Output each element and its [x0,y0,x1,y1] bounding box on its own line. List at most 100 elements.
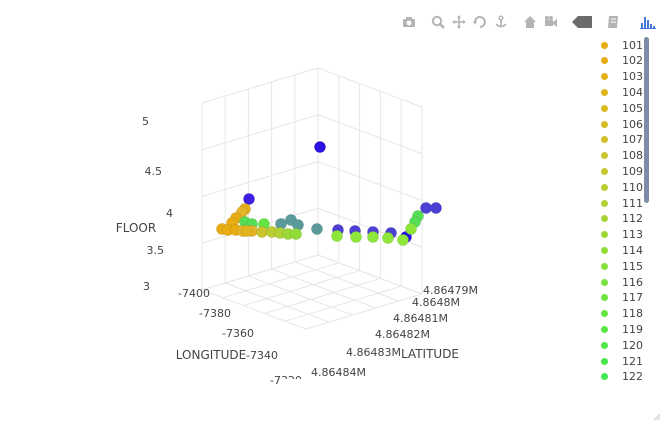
resize-handle-icon[interactable] [653,413,661,421]
data-point [397,234,409,246]
latitude-tick-label: 4.86481M [393,312,448,325]
data-point [331,230,343,242]
legend-item[interactable]: 122 [596,369,643,381]
legend-marker [601,278,608,286]
turntable-rotation-icon[interactable] [492,13,510,31]
legend-item[interactable]: 112 [596,211,643,227]
camera-icon[interactable] [400,13,418,31]
legend-label: 101 [622,38,643,52]
data-point [243,193,255,205]
legend-label: 114 [622,243,643,257]
data-point [430,202,442,214]
data-point [311,223,323,235]
scene-points [216,141,442,246]
legend-item[interactable]: 120 [596,337,643,353]
back-wall-grid-line [317,254,423,295]
legend-item[interactable]: 111 [596,195,643,211]
legend-label: 112 [622,212,643,226]
legend-label: 122 [622,370,643,381]
legend-scrollbar[interactable] [644,37,649,203]
legend-marker [601,246,608,254]
legend-item[interactable]: 108 [596,148,643,164]
reset-last-view-icon[interactable] [542,13,560,31]
latitude-tick-label: 4.86482M [375,328,430,341]
legend-item[interactable]: 101 [596,37,643,53]
legend-item[interactable]: 116 [596,274,643,290]
legend-label: 107 [622,133,643,147]
floor-tick-label: 5 [142,115,149,128]
latitude-tick-label: 4.86479M [423,284,478,297]
floor-grid-line [222,262,339,299]
legend-item[interactable]: 121 [596,353,643,369]
latitude-tick-label: 4.86483M [346,346,401,359]
latitude-axis-title: LATITUDE [401,347,459,361]
legend-marker [601,262,608,270]
left-wall-grid-line [201,114,319,151]
legend-item[interactable]: 104 [596,84,643,100]
data-point [367,231,379,243]
legend-item[interactable]: 110 [596,179,643,195]
floor-grid-line [294,261,399,302]
floor-grid-line [305,293,423,330]
legend-label: 103 [622,70,643,84]
scene-axis-labels: 33.544.55FLOOR-7400-7380-7360-7340-7320L… [116,115,478,389]
data-point [350,231,362,243]
floor-tick-label: 3.5 [147,244,165,257]
reset-camera-icon[interactable] [521,13,539,31]
legend-item[interactable]: 107 [596,132,643,148]
legend-item[interactable]: 103 [596,69,643,85]
modebar [400,12,660,32]
legend-label: 111 [622,196,643,210]
floor-grid-line [225,282,330,323]
legend-item[interactable]: 109 [596,163,643,179]
legend-marker [601,88,608,96]
floor-grid-line [201,289,307,330]
legend-label: 120 [622,338,643,352]
longitude-tick-label: -7380 [199,307,231,320]
legend-item[interactable]: 119 [596,321,643,337]
legend-marker [601,120,608,128]
legend-marker [601,199,608,207]
back-wall-grid-line [317,161,423,201]
legend-item[interactable]: 105 [596,100,643,116]
legend-item[interactable]: 115 [596,258,643,274]
legend-marker [601,373,608,381]
latitude-tick-label: 4.86484M [311,366,366,379]
legend-item[interactable]: 114 [596,242,643,258]
data-point [256,226,268,238]
legend-item[interactable]: 117 [596,290,643,306]
legend-marker [601,325,608,333]
legend-label: 118 [622,307,643,321]
legend-marker [601,215,608,223]
orbit-rotation-icon[interactable] [471,13,489,31]
legend-marker [601,152,608,160]
plotly-logo-icon[interactable] [639,13,657,31]
legend-marker [601,167,608,175]
longitude-axis-title: LONGITUDE [176,348,246,362]
floor-axis-title: FLOOR [116,221,156,235]
pan-icon[interactable] [450,13,468,31]
legend-label: 109 [622,164,643,178]
legend-marker [601,183,608,191]
longitude-tick-label: -7360 [222,327,254,340]
data-point [382,232,394,244]
legend-label: 106 [622,117,643,131]
legend-label: 102 [622,54,643,68]
zoom-icon[interactable] [429,13,447,31]
legend-marker [601,294,608,302]
legend-item[interactable]: 106 [596,116,643,132]
legend-marker [601,341,608,349]
legend-label: 104 [622,85,643,99]
legend-item[interactable]: 102 [596,53,643,69]
legend-item[interactable]: 118 [596,306,643,322]
legend-item[interactable]: 113 [596,227,643,243]
data-point [241,225,253,237]
left-wall-grid-line [201,67,319,104]
longitude-tick-label: -7340 [246,349,278,362]
legend-label: 113 [622,228,643,242]
scene-gridlines [201,67,423,330]
hover-closest-icon[interactable] [571,13,593,31]
floor-grid-line [271,268,376,309]
toggle-spike-lines-icon[interactable] [604,13,622,31]
